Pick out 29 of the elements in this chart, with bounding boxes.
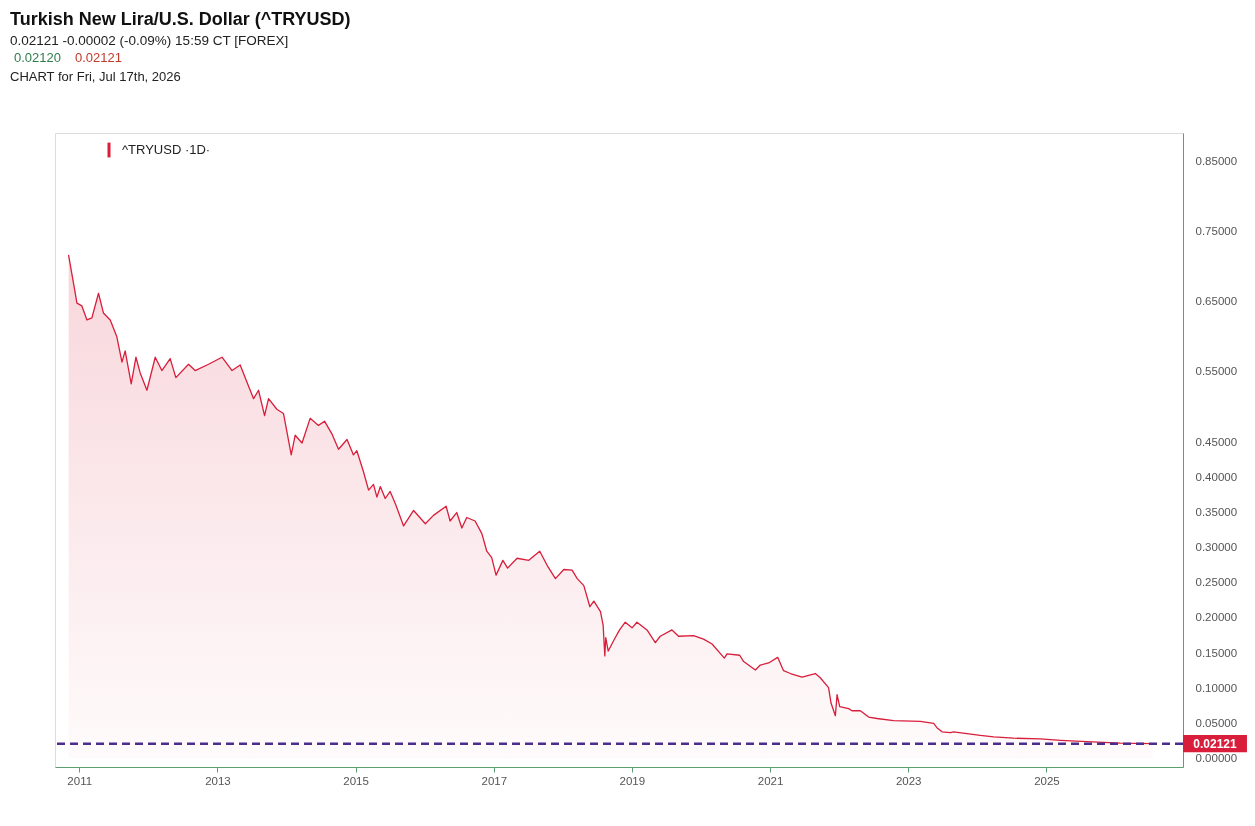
- text: 0.02121: [75, 50, 122, 65]
- x-tick-label: 2017: [481, 774, 508, 787]
- y-tick-label: 0.20000: [1195, 611, 1238, 624]
- y-tick-label: 0.25000: [1195, 576, 1238, 589]
- y-tick-label: 0.15000: [1195, 646, 1238, 659]
- x-tick-label: 2023: [895, 774, 922, 787]
- y-tick-label: 0.10000: [1195, 681, 1238, 694]
- text: CHART for Fri, Jul 17th, 2026: [10, 69, 181, 84]
- x-tick-label: 2011: [67, 774, 93, 787]
- y-tick-label: 0.30000: [1195, 541, 1238, 554]
- x-tick-label: 2021: [757, 774, 784, 787]
- y-tick-label: 0.55000: [1195, 365, 1238, 378]
- x-tick-label: 2025: [1034, 774, 1060, 787]
- x-tick-label: 2019: [619, 774, 646, 787]
- ref-line-label: 0.02121: [1193, 736, 1238, 751]
- chart-subtitle: 0.02121 -0.00002 (-0.09%) 15:59 CT [FOREX]: [10, 32, 289, 48]
- y-tick-label: 0.40000: [1195, 470, 1238, 483]
- y-tick-label: 0.45000: [1195, 435, 1238, 448]
- y-tick-label: 0.05000: [1195, 716, 1238, 729]
- legend-label: ^TRYUSD ·1D·: [122, 142, 211, 157]
- x-tick-label: 2015: [343, 774, 369, 787]
- y-tick-label: 0.75000: [1195, 224, 1238, 237]
- x-tick-label: 2013: [205, 774, 231, 787]
- y-tick-label: 0.65000: [1195, 295, 1238, 308]
- y-tick-label: 0.35000: [1195, 506, 1238, 519]
- y-tick-label: 0.85000: [1195, 154, 1238, 167]
- text: 0.02120: [14, 50, 61, 65]
- y-tick-label: 0.00000: [1195, 752, 1238, 765]
- chart-title: Turkish New Lira/U.S. Dollar (^TRYUSD): [10, 8, 351, 29]
